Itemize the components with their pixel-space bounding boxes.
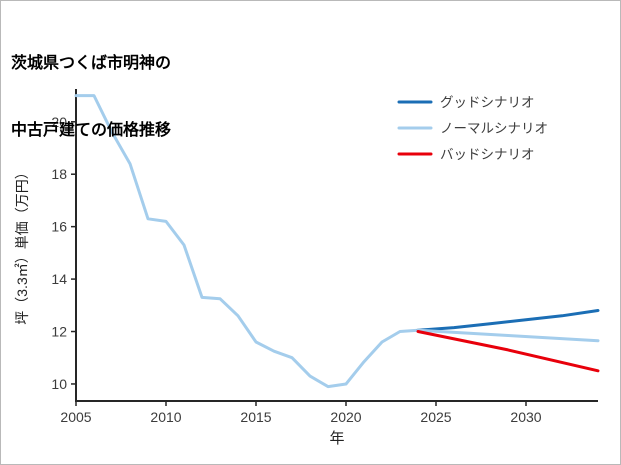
x-axis-label: 年 xyxy=(329,430,344,447)
legend-label: バッドシナリオ xyxy=(440,147,535,162)
y-tick-label: 16 xyxy=(51,219,67,235)
series-line-価格推移（実績） xyxy=(74,94,420,389)
chart-title: 茨城県つくば市明神の 中古戸建ての価格推移 xyxy=(11,8,171,187)
x-tick-label: 2005 xyxy=(60,409,91,425)
series-line-バッドシナリオ xyxy=(416,330,600,373)
series-line-グッドシナリオ xyxy=(416,309,600,332)
x-tick-label: 2015 xyxy=(240,409,271,425)
legend-label: グッドシナリオ xyxy=(440,95,535,110)
legend-item: ノーマルシナリオ xyxy=(397,121,548,136)
legend-item: グッドシナリオ xyxy=(397,95,535,110)
x-tick-label: 2020 xyxy=(330,409,361,425)
y-tick-label: 14 xyxy=(51,271,67,287)
legend-item: バッドシナリオ xyxy=(397,147,535,162)
chart-title-line1: 茨城県つくば市明神の xyxy=(11,54,172,72)
y-tick-label: 18 xyxy=(51,166,67,182)
y-tick-label: 12 xyxy=(51,324,67,340)
x-tick-label: 2010 xyxy=(150,409,181,425)
y-tick-label: 20 xyxy=(51,114,67,130)
chart-title-line2: 中古戸建ての価格推移 xyxy=(11,121,172,139)
y-tick-label: 10 xyxy=(51,376,67,392)
x-tick-label: 2030 xyxy=(510,409,541,425)
x-tick-label: 2025 xyxy=(420,409,451,425)
y-axis-label: 坪（3.3㎡）単価（万円） xyxy=(14,165,30,324)
legend-label: ノーマルシナリオ xyxy=(440,121,548,136)
series-line-ノーマルシナリオ xyxy=(416,328,600,343)
